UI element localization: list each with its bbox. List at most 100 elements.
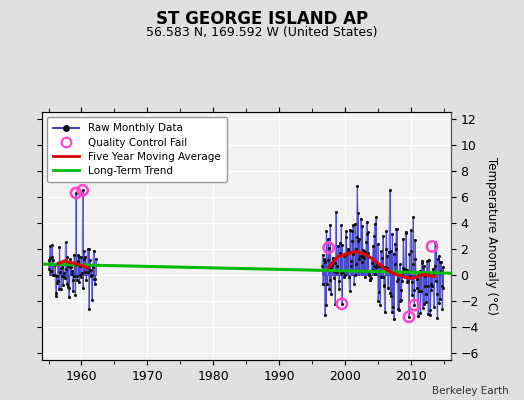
Point bbox=[367, 255, 376, 261]
Point bbox=[82, 263, 90, 269]
Point bbox=[411, 236, 419, 243]
Point bbox=[416, 268, 424, 274]
Point bbox=[366, 277, 375, 283]
Point bbox=[46, 242, 54, 249]
Point bbox=[337, 222, 345, 228]
Point bbox=[331, 260, 339, 267]
Point bbox=[334, 278, 343, 284]
Point bbox=[392, 226, 400, 232]
Point bbox=[326, 291, 335, 298]
Point bbox=[379, 282, 388, 288]
Point bbox=[370, 233, 378, 239]
Point bbox=[74, 252, 82, 259]
Point bbox=[71, 262, 79, 268]
Point bbox=[66, 264, 74, 270]
Point bbox=[385, 249, 393, 255]
Point bbox=[75, 272, 84, 278]
Point bbox=[57, 264, 65, 271]
Point bbox=[48, 254, 57, 260]
Point bbox=[350, 281, 358, 287]
Point bbox=[398, 278, 406, 284]
Point bbox=[438, 282, 446, 289]
Point bbox=[355, 236, 364, 242]
Point bbox=[68, 268, 76, 274]
Point bbox=[53, 260, 62, 267]
Point bbox=[340, 274, 348, 280]
Point bbox=[51, 261, 59, 268]
Point bbox=[387, 247, 396, 254]
Point bbox=[54, 286, 63, 292]
Point bbox=[388, 231, 397, 237]
Point bbox=[354, 210, 362, 216]
Point bbox=[380, 283, 388, 290]
Point bbox=[343, 251, 352, 257]
Point bbox=[429, 272, 437, 278]
Point bbox=[432, 243, 441, 249]
Point bbox=[344, 247, 353, 253]
Point bbox=[412, 274, 420, 280]
Point bbox=[342, 234, 350, 241]
Point bbox=[370, 220, 379, 227]
Point bbox=[373, 261, 381, 268]
Point bbox=[91, 280, 99, 287]
Point bbox=[436, 259, 445, 265]
Point bbox=[52, 290, 60, 296]
Point bbox=[374, 298, 383, 304]
Point bbox=[362, 239, 370, 245]
Point bbox=[371, 270, 379, 277]
Point bbox=[403, 278, 412, 284]
Point bbox=[320, 257, 328, 264]
Point bbox=[337, 301, 346, 307]
Point bbox=[320, 255, 329, 262]
Point bbox=[359, 254, 367, 260]
Point bbox=[77, 253, 85, 260]
Point bbox=[358, 247, 367, 253]
Point bbox=[56, 268, 64, 275]
Point bbox=[378, 274, 387, 280]
Point bbox=[400, 269, 409, 275]
Point bbox=[396, 298, 405, 304]
Point bbox=[51, 292, 60, 299]
Point bbox=[420, 300, 429, 307]
Point bbox=[358, 223, 366, 229]
Point bbox=[319, 252, 327, 258]
Point bbox=[50, 271, 58, 278]
Point bbox=[337, 301, 346, 307]
Point bbox=[426, 312, 434, 318]
Point bbox=[67, 264, 75, 270]
Point bbox=[73, 258, 82, 265]
Point bbox=[367, 275, 375, 281]
Point bbox=[84, 268, 92, 275]
Point bbox=[72, 190, 80, 196]
Point bbox=[380, 308, 389, 315]
Point bbox=[63, 254, 71, 260]
Point bbox=[347, 262, 355, 269]
Point bbox=[47, 268, 55, 274]
Point bbox=[80, 256, 88, 262]
Point bbox=[381, 264, 389, 270]
Point bbox=[82, 277, 91, 284]
Text: 56.583 N, 169.592 W (United States): 56.583 N, 169.592 W (United States) bbox=[146, 26, 378, 39]
Point bbox=[49, 271, 57, 278]
Point bbox=[58, 273, 66, 280]
Point bbox=[352, 261, 361, 268]
Point bbox=[57, 286, 66, 292]
Point bbox=[62, 281, 71, 288]
Point bbox=[416, 310, 424, 316]
Point bbox=[333, 262, 341, 269]
Point bbox=[405, 314, 413, 320]
Point bbox=[424, 310, 432, 317]
Point bbox=[351, 221, 359, 227]
Point bbox=[354, 238, 363, 244]
Point bbox=[361, 274, 369, 280]
Point bbox=[322, 228, 331, 234]
Point bbox=[429, 304, 438, 311]
Point bbox=[67, 256, 75, 262]
Point bbox=[410, 302, 419, 308]
Point bbox=[47, 268, 56, 274]
Point bbox=[374, 241, 382, 247]
Point bbox=[369, 262, 378, 269]
Legend: Raw Monthly Data, Quality Control Fail, Five Year Moving Average, Long-Term Tren: Raw Monthly Data, Quality Control Fail, … bbox=[47, 117, 227, 182]
Point bbox=[394, 305, 402, 312]
Point bbox=[377, 274, 386, 280]
